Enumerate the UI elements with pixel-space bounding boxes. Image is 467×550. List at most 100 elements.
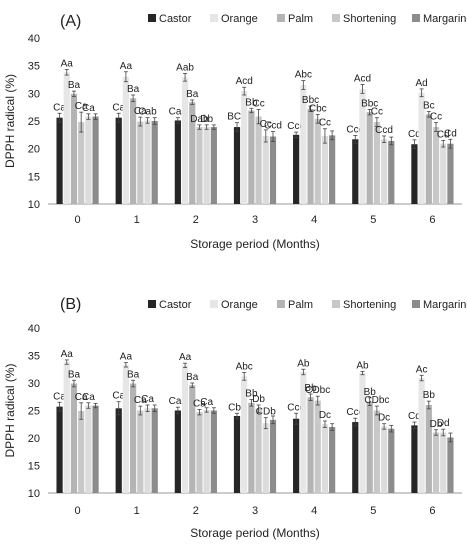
bar <box>63 72 70 204</box>
data-label: Cd <box>444 128 457 139</box>
bar <box>85 405 92 493</box>
bar <box>203 409 210 493</box>
data-label: Dd <box>437 418 450 429</box>
bar <box>411 144 418 204</box>
bar <box>388 428 395 493</box>
data-label: Cc <box>430 112 442 123</box>
y-tick-label: 15 <box>28 461 40 473</box>
legend: Castor Orange Palm Shortening Margarine <box>148 299 467 311</box>
data-label: Bb <box>245 389 258 400</box>
y-tick-label: 25 <box>28 116 40 128</box>
x-tick-label: 1 <box>134 214 140 226</box>
data-label: Dc <box>319 410 331 421</box>
legend-label: Orange <box>221 299 258 311</box>
x-tick-label: 0 <box>75 214 81 226</box>
bar <box>352 422 359 493</box>
bar <box>447 437 454 493</box>
bar <box>92 405 99 493</box>
data-label: Cab <box>138 107 157 118</box>
bar <box>359 88 366 204</box>
data-label: Ca <box>75 392 88 403</box>
data-label: CDbc <box>364 395 389 406</box>
bar <box>70 93 78 204</box>
bar <box>137 121 144 204</box>
bar <box>233 127 241 204</box>
bar <box>293 134 300 204</box>
x-tick-label: 2 <box>193 505 199 517</box>
data-label: Cc <box>371 107 383 118</box>
data-label: Ba <box>68 80 81 91</box>
bar <box>174 410 181 493</box>
x-tick-label: 1 <box>134 505 140 517</box>
y-tick-label: 35 <box>28 351 40 363</box>
data-label: CDb <box>256 407 276 418</box>
bar <box>329 135 336 204</box>
data-label: Dc <box>378 413 390 424</box>
data-label: Ccd <box>264 121 282 132</box>
data-label: Cbc <box>228 402 246 413</box>
bar <box>63 362 70 493</box>
legend-swatch <box>277 300 285 308</box>
bar <box>92 116 99 204</box>
bar <box>262 423 269 493</box>
bar <box>373 410 380 493</box>
bar <box>418 92 425 204</box>
bar <box>241 376 248 493</box>
data-label: Ca <box>75 101 88 112</box>
data-label: Aa <box>120 352 133 363</box>
data-label: Ba <box>127 84 140 95</box>
bar <box>144 408 151 493</box>
data-label: Cd <box>437 129 450 140</box>
data-label: Bb <box>364 387 377 398</box>
data-label: Ca <box>53 102 66 113</box>
data-label: Aa <box>61 59 74 70</box>
bar <box>425 114 432 204</box>
legend: Castor Orange Palm Shortening Margarine <box>148 13 467 25</box>
data-label: Dab <box>190 114 209 125</box>
bar <box>307 108 314 204</box>
legend-label: Castor <box>159 13 192 25</box>
data-label: BCb <box>227 112 247 123</box>
y-tick-label: 15 <box>28 171 40 183</box>
x-tick-label: 2 <box>193 214 199 226</box>
bar <box>196 127 203 204</box>
legend-swatch <box>148 300 156 308</box>
data-label: Ca <box>82 392 95 403</box>
data-label: Ca <box>134 106 147 117</box>
bar <box>122 76 130 204</box>
data-label: Ca <box>141 394 154 405</box>
data-label: Ba <box>186 89 199 100</box>
bar <box>70 383 78 493</box>
data-label: Cd <box>408 411 421 422</box>
data-label: Db <box>430 419 443 430</box>
data-label: Cab <box>169 107 188 118</box>
y-tick-label: 20 <box>28 144 40 156</box>
y-tick-label: 10 <box>28 488 40 500</box>
data-label: Aab <box>176 62 194 73</box>
data-label: Ca <box>200 397 213 408</box>
bar <box>366 401 373 493</box>
bar <box>269 136 277 204</box>
x-tick-label: 4 <box>311 505 317 517</box>
data-label: Ccd <box>346 124 364 135</box>
bar <box>314 400 321 493</box>
legend-label: Castor <box>159 299 192 311</box>
bar <box>300 372 307 493</box>
data-label: Aa <box>179 352 192 363</box>
bar <box>233 416 241 493</box>
bar <box>307 397 314 493</box>
legend-swatch <box>148 14 156 22</box>
bar <box>130 383 137 493</box>
data-label: Ca <box>193 398 206 409</box>
bar <box>447 143 454 204</box>
bar <box>115 408 122 493</box>
bar <box>181 77 189 204</box>
data-label: Bc <box>423 101 435 112</box>
data-label: Acd <box>236 76 253 87</box>
bar <box>56 117 63 204</box>
x-axis-label: Storage period (Months) <box>190 526 319 540</box>
data-label: Cbc <box>309 103 327 114</box>
legend-swatch <box>277 14 285 22</box>
data-label: Bbc <box>302 95 319 106</box>
legend-swatch <box>332 300 340 308</box>
